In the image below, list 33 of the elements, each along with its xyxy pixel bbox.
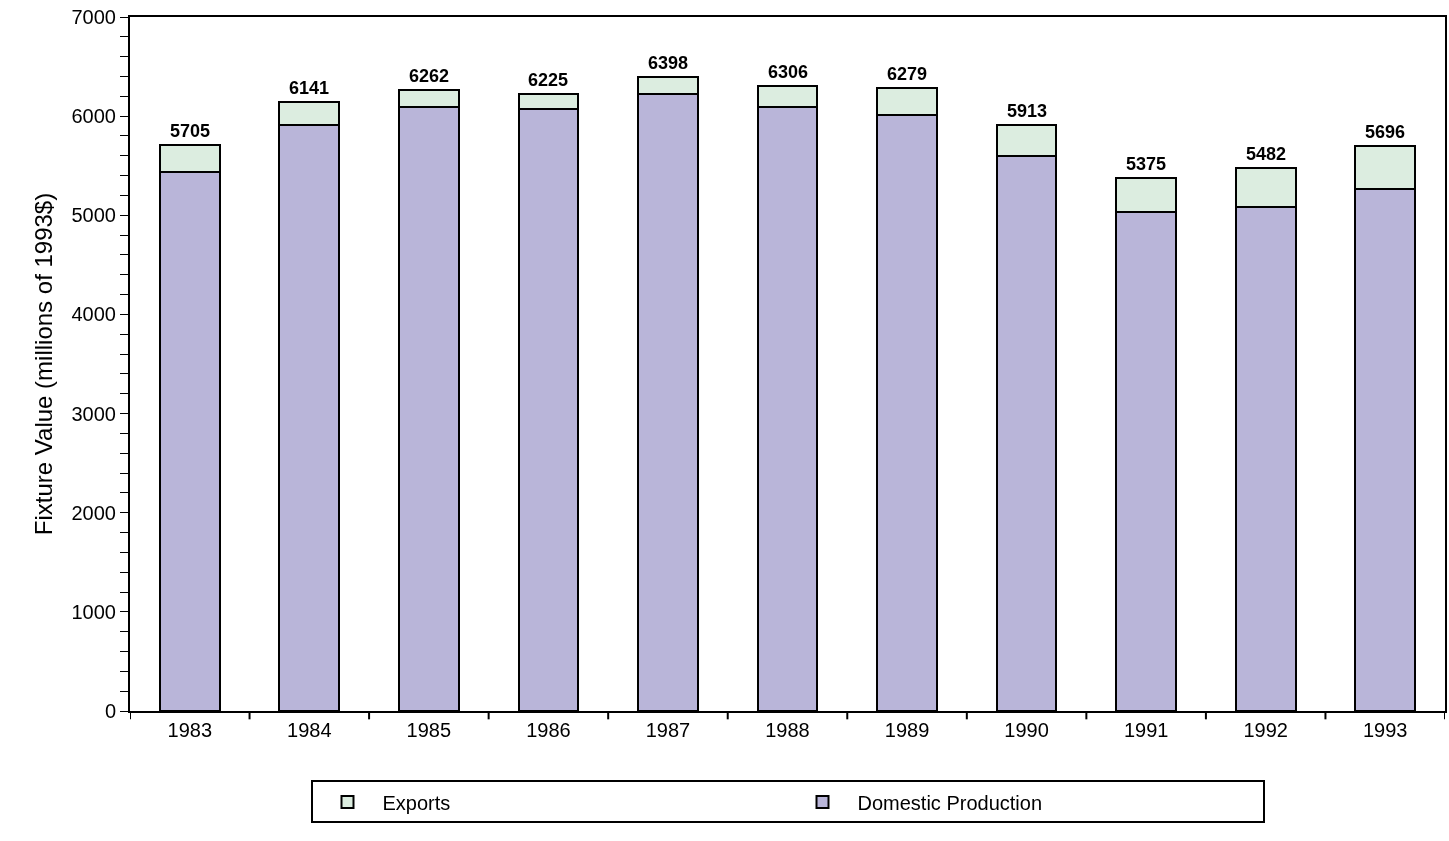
x-tick-label: 1985 (406, 719, 452, 741)
y-tick-label: 4000 (71, 303, 116, 326)
y-tick-label: 3000 (71, 402, 116, 425)
total-label: 6279 (887, 64, 928, 84)
total-label: 5375 (1126, 154, 1167, 174)
x-tick-label: 1986 (526, 719, 571, 741)
total-label: 6398 (648, 53, 689, 73)
x-tick-label: 1989 (884, 719, 930, 741)
total-label: 5482 (1246, 144, 1287, 164)
y-tick-label: 0 (104, 700, 116, 722)
legend-label: Domestic Production (857, 791, 1043, 814)
legend-label: Exports (382, 791, 451, 814)
x-tick-label: 1984 (287, 719, 332, 741)
x-tick-label: 1983 (167, 719, 213, 741)
x-tick-label: 1992 (1243, 719, 1288, 741)
total-label: 6225 (528, 70, 569, 90)
x-tick-label: 1988 (765, 719, 810, 741)
total-label: 5705 (170, 121, 211, 141)
x-tick-label: 1990 (1004, 719, 1049, 741)
total-label: 6306 (768, 62, 809, 82)
total-label: 5913 (1007, 101, 1048, 121)
y-axis-title: Fixture Value (millions of 1993$) (30, 192, 58, 536)
x-tick-label: 1993 (1362, 719, 1408, 741)
x-tick-label: 1991 (1123, 719, 1169, 741)
y-tick-label: 2000 (71, 501, 116, 524)
total-label: 6262 (409, 66, 450, 86)
total-label: 6141 (289, 78, 330, 98)
y-tick-label: 7000 (71, 6, 116, 28)
total-label: 5696 (1365, 122, 1406, 142)
y-tick-label: 1000 (71, 600, 116, 623)
y-tick-label: 6000 (71, 105, 116, 128)
x-tick-label: 1987 (645, 719, 691, 741)
y-tick-label: 5000 (71, 204, 116, 227)
